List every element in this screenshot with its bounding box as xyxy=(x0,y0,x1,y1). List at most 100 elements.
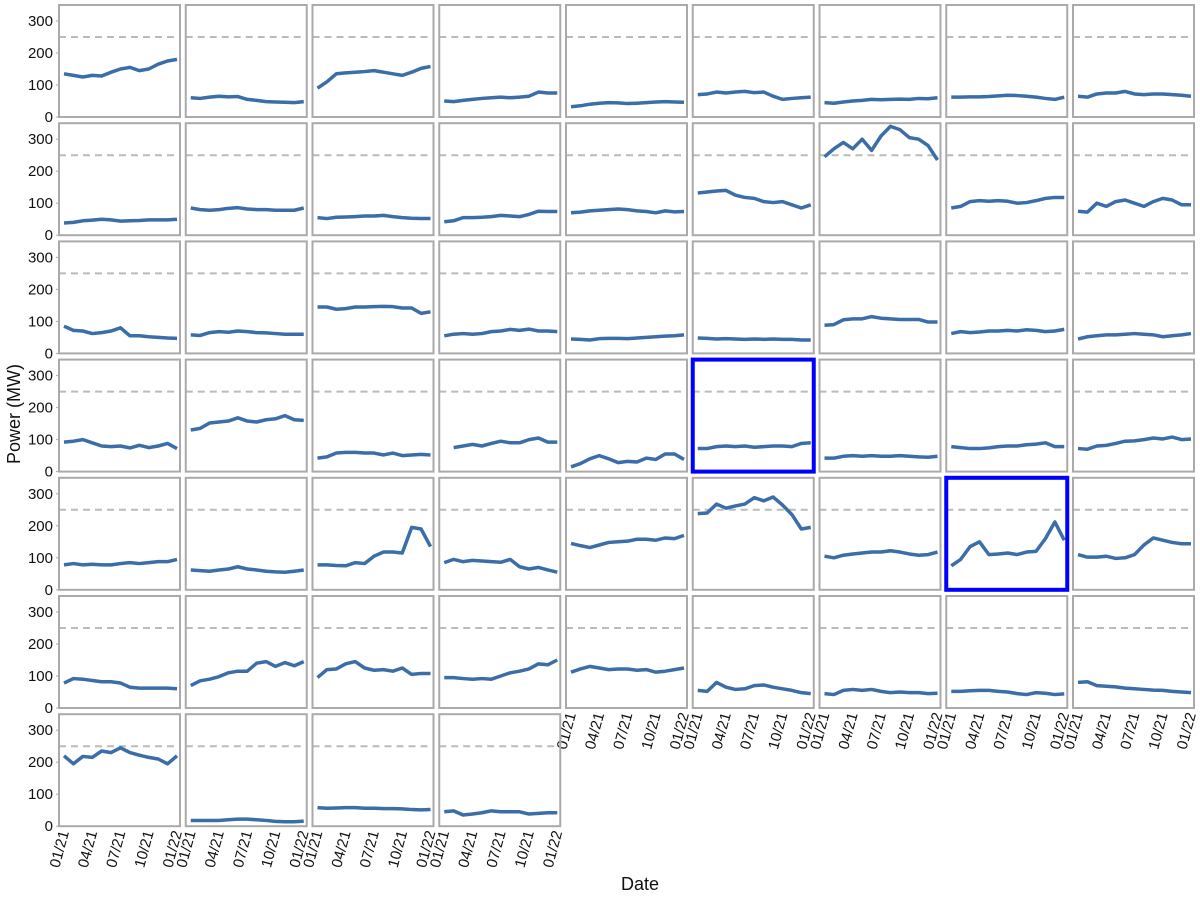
x-tick-label: 04/21 xyxy=(75,829,101,870)
series-line xyxy=(444,658,559,681)
x-tick-label: 07/21 xyxy=(864,711,890,752)
panel-frame xyxy=(58,240,181,355)
y-tick-label: 0 xyxy=(45,818,53,835)
series-line xyxy=(697,336,811,342)
series-line xyxy=(63,557,178,567)
panel-frame xyxy=(311,595,435,709)
y-tick-label: 300 xyxy=(28,131,53,148)
series-line xyxy=(1077,435,1192,451)
x-tick-label: 01/21 xyxy=(554,711,580,752)
x-tick-label: 10/21 xyxy=(638,711,664,752)
highlighted-panel-frame xyxy=(944,475,1070,592)
x-tick-label: 10/21 xyxy=(1145,711,1171,752)
y-tick-label: 300 xyxy=(28,13,53,30)
x-tick-label: 04/21 xyxy=(709,711,735,752)
panel-frame xyxy=(184,713,308,828)
series-line xyxy=(316,64,431,90)
y-tick-label: 300 xyxy=(28,249,53,266)
series-line xyxy=(317,213,431,221)
x-tick-label: 07/21 xyxy=(357,829,383,870)
y-tick-label: 200 xyxy=(28,518,53,535)
panel-frame xyxy=(691,595,815,709)
series-line xyxy=(444,90,558,104)
x-tick-label: 07/21 xyxy=(737,711,763,752)
y-tick-label: 200 xyxy=(28,163,53,180)
series-line xyxy=(63,324,178,341)
panel-frame xyxy=(438,4,562,118)
series-line xyxy=(443,327,558,338)
x-tick-label: 04/21 xyxy=(1089,711,1115,752)
series-line xyxy=(697,495,812,531)
x-tick-label: 07/21 xyxy=(230,829,256,870)
panel-frame xyxy=(438,595,562,709)
series-line xyxy=(1077,89,1192,99)
series-line xyxy=(570,333,685,342)
panel-frame xyxy=(311,122,435,237)
y-tick-label: 0 xyxy=(45,109,53,126)
panel-frame xyxy=(565,595,688,709)
x-tick-label: 01/22 xyxy=(540,829,566,870)
panel-frame xyxy=(58,595,181,709)
series-line xyxy=(63,437,178,451)
x-tick-label: 10/21 xyxy=(765,711,791,752)
x-tick-label: 04/21 xyxy=(582,711,608,752)
panel-frame xyxy=(818,595,942,709)
panel-frame xyxy=(691,476,815,591)
series-line xyxy=(444,809,558,817)
series-line xyxy=(697,680,811,696)
panel-frame xyxy=(184,476,308,591)
x-tick-label: 10/21 xyxy=(1019,711,1045,752)
y-tick-label: 200 xyxy=(28,754,53,771)
series-line xyxy=(63,217,178,225)
x-axis-title: Date xyxy=(621,874,659,894)
x-tick-label: 07/21 xyxy=(990,711,1016,752)
x-tick-label: 10/21 xyxy=(892,711,918,752)
y-tick-label: 200 xyxy=(28,45,53,62)
y-axis-title: Power (MW) xyxy=(4,364,24,464)
y-tick-label: 100 xyxy=(28,195,53,212)
series-line xyxy=(444,209,558,224)
series-line xyxy=(190,205,305,212)
x-tick-label: 04/21 xyxy=(455,829,481,870)
panel-frame xyxy=(438,122,562,237)
panel-frame xyxy=(565,240,688,355)
series-line xyxy=(317,450,431,460)
series-line xyxy=(190,329,304,338)
series-line xyxy=(190,413,304,432)
panel-frame xyxy=(945,240,1069,355)
series-line xyxy=(570,533,685,550)
series-line xyxy=(570,207,685,215)
x-tick-label: 04/21 xyxy=(962,711,988,752)
y-tick-label: 300 xyxy=(28,368,53,385)
series-line xyxy=(697,441,811,451)
y-tick-label: 100 xyxy=(28,786,53,803)
panel-frame xyxy=(438,476,562,591)
panel-frame xyxy=(691,122,815,237)
panel-frame xyxy=(184,358,308,473)
x-tick-label: 04/21 xyxy=(202,829,228,870)
panel-frame xyxy=(818,476,942,591)
y-tick-label: 200 xyxy=(28,636,53,653)
panel-frame xyxy=(311,713,435,828)
y-tick-label: 0 xyxy=(45,464,53,481)
x-tick-label: 07/21 xyxy=(1117,711,1143,752)
panel-frame xyxy=(311,4,435,118)
series-line xyxy=(317,304,431,316)
series-line xyxy=(823,124,939,161)
panel-frame xyxy=(438,240,562,355)
series-line xyxy=(190,94,304,105)
panel-frame xyxy=(58,4,181,118)
series-line xyxy=(950,327,1065,336)
panel-frame xyxy=(691,240,815,355)
series-line xyxy=(570,99,685,109)
series-line xyxy=(190,817,304,824)
x-tick-label: 07/21 xyxy=(483,829,509,870)
x-tick-label: 07/21 xyxy=(610,711,636,752)
series-line xyxy=(1077,680,1192,695)
panel-frame xyxy=(818,240,942,355)
series-line xyxy=(317,805,431,812)
panel-frame xyxy=(311,476,435,591)
panel-frame xyxy=(311,358,435,473)
panel-frame xyxy=(818,122,942,237)
